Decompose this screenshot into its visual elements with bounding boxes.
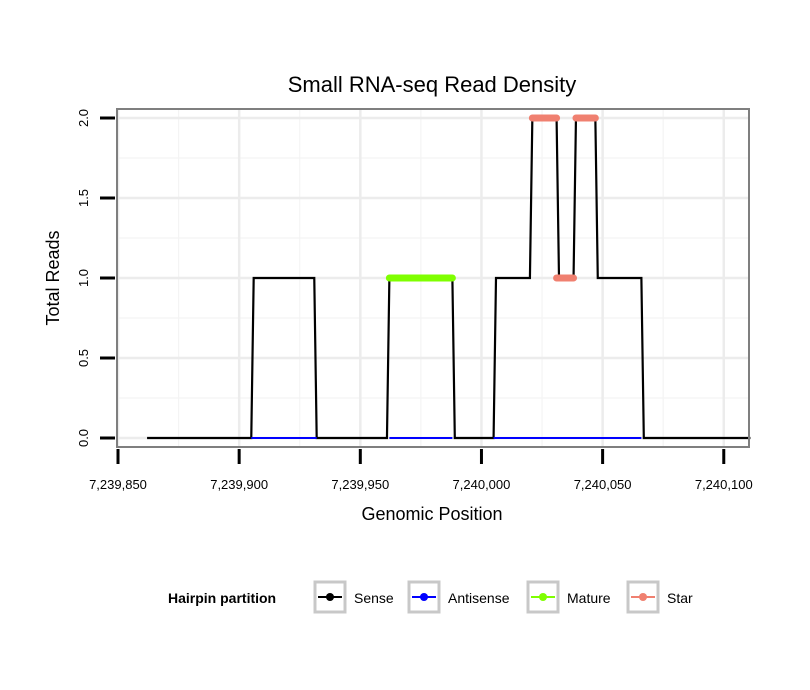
x-tick-label: 7,240,050	[574, 477, 632, 492]
legend-title: Hairpin partition	[168, 590, 276, 606]
x-tick-label: 7,239,950	[331, 477, 389, 492]
y-tick-label: 1.5	[76, 189, 91, 207]
y-tick-label: 2.0	[76, 109, 91, 127]
legend-key-dot	[539, 593, 547, 601]
y-tick-label: 1.0	[76, 269, 91, 287]
chart-title: Small RNA-seq Read Density	[288, 72, 577, 97]
x-tick-label: 7,240,000	[453, 477, 511, 492]
legend-key-dot	[326, 593, 334, 601]
series-line-sense	[147, 116, 751, 440]
legend-label: Sense	[354, 590, 394, 606]
legend: Hairpin partition Sense Antisense Mature St…	[168, 580, 693, 614]
axes: 7,239,850 7,239,900 7,239,950 7,240,000 7,24…	[76, 109, 753, 492]
legend-label: Mature	[567, 590, 611, 606]
x-tick-label: 7,239,850	[89, 477, 147, 492]
plot-panel-border	[116, 108, 750, 448]
x-tick-label: 7,240,100	[695, 477, 753, 492]
x-tick-label: 7,239,900	[210, 477, 268, 492]
legend-key-dot	[639, 593, 647, 601]
y-tick-label: 0.0	[76, 429, 91, 447]
legend-label: Star	[667, 590, 693, 606]
y-axis-title: Total Reads	[43, 230, 63, 325]
legend-label: Antisense	[448, 590, 510, 606]
legend-key-dot	[420, 593, 428, 601]
series-lines	[147, 114, 751, 440]
x-axis-title: Genomic Position	[361, 504, 502, 524]
y-tick-label: 0.5	[76, 349, 91, 367]
